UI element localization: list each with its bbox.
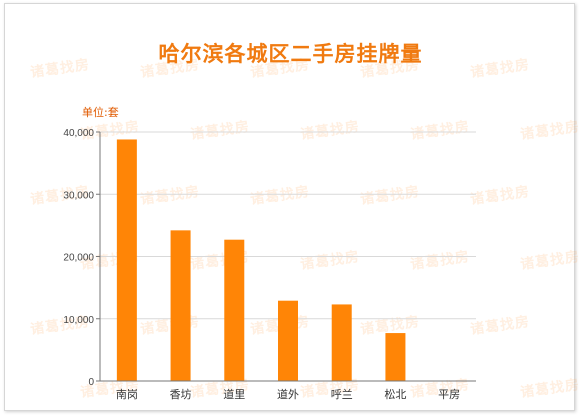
grid-lines	[100, 131, 476, 320]
x-tick-label: 香坊	[170, 387, 192, 401]
bars	[116, 139, 406, 381]
chart-title: 哈尔滨各城区二手房挂牌量	[158, 42, 423, 66]
bar-3	[224, 239, 245, 381]
x-tick-label: 松北	[384, 387, 406, 401]
y-axis: 0 10,000 20,000 30,000 40,000	[63, 128, 101, 388]
y-tick-label: 30,000	[63, 190, 94, 201]
x-tick-label: 南岗	[116, 388, 138, 401]
y-tick-label: 20,000	[63, 253, 94, 264]
unit-label: 单位:套	[82, 106, 119, 119]
x-tick-label: 呼兰	[331, 388, 353, 401]
y-tick-label: 0	[88, 377, 94, 388]
bar-4	[278, 300, 298, 381]
y-tick-label: 40,000	[63, 128, 94, 139]
x-tick-label: 平房	[438, 388, 460, 401]
bar-5	[331, 304, 352, 381]
x-tick-label: 道里	[223, 387, 245, 401]
y-tick-label: 10,000	[63, 315, 94, 326]
x-tick-label: 道外	[277, 387, 299, 401]
bar-2	[170, 230, 191, 381]
bar-6	[385, 333, 406, 381]
bar-1	[116, 139, 137, 381]
x-axis: 南岗 香坊 道里 道外 呼兰 松北 平房	[100, 380, 476, 401]
